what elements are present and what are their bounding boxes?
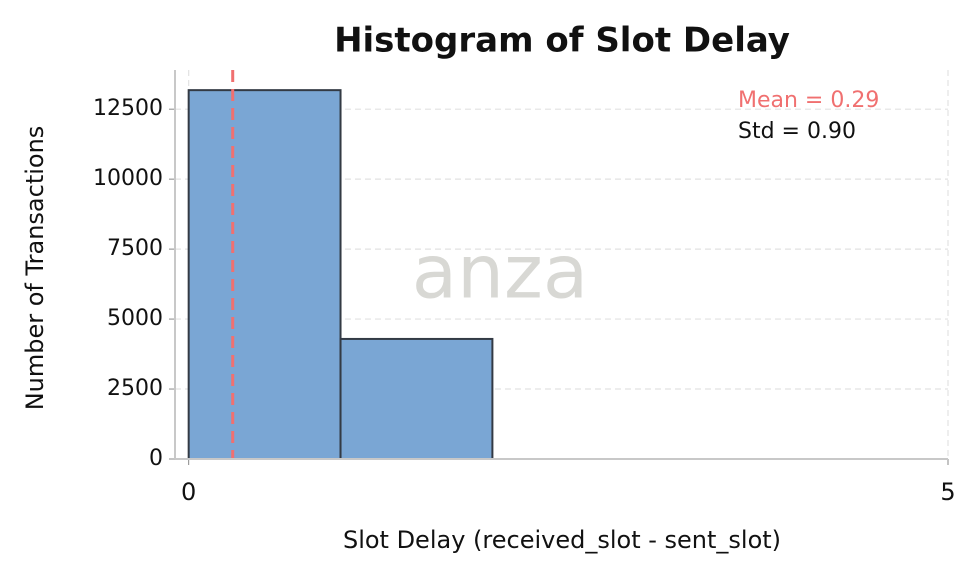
y-tick-label: 5000	[107, 306, 163, 331]
x-tick-label: 5	[940, 478, 955, 506]
std-annotation: Std = 0.90	[738, 119, 856, 144]
y-axis-label: Number of Transactions	[21, 126, 49, 411]
y-tick-label: 12500	[93, 96, 163, 121]
y-tick-label: 0	[149, 446, 163, 471]
bar	[339, 337, 494, 460]
y-tick-label: 2500	[107, 376, 163, 401]
bar	[187, 89, 342, 461]
x-axis-label: Slot Delay (received_slot - sent_slot)	[343, 526, 781, 554]
watermark: anza	[412, 230, 588, 316]
x-tick-label: 0	[181, 478, 196, 506]
chart-title: Histogram of Slot Delay	[334, 21, 790, 61]
mean-annotation: Mean = 0.29	[738, 88, 879, 113]
y-tick-label: 7500	[107, 236, 163, 261]
y-tick-label: 10000	[93, 166, 163, 191]
